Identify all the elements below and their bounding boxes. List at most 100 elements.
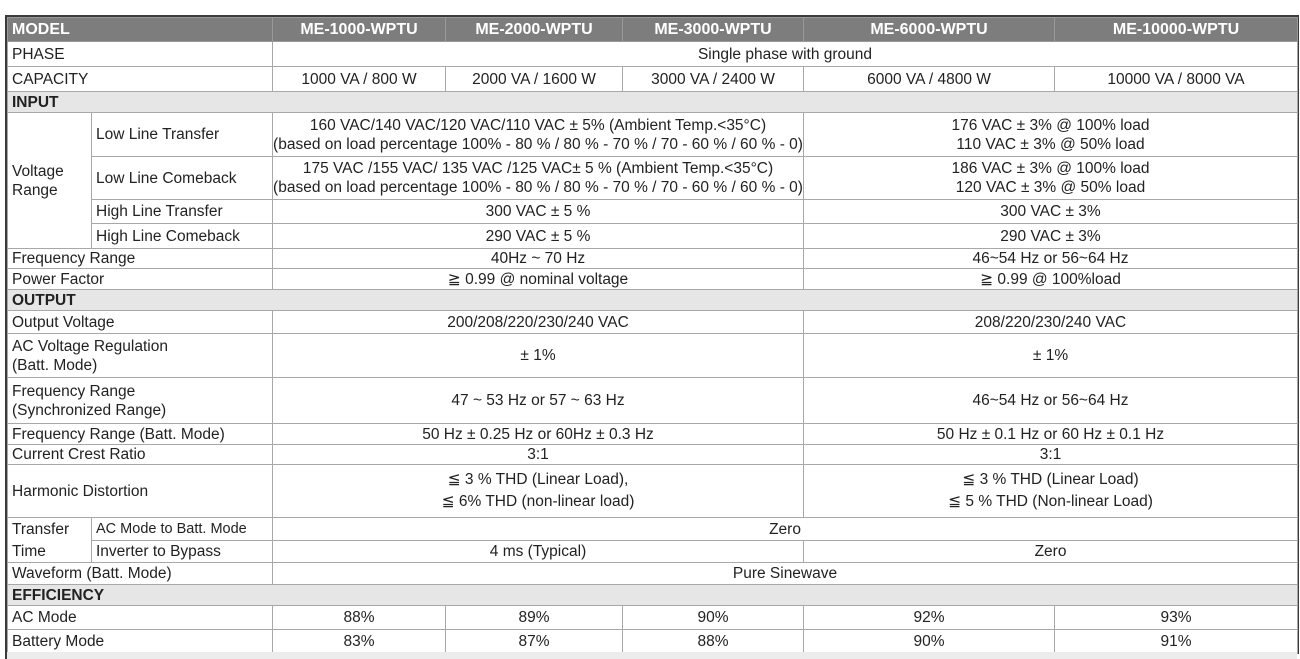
high-line-comeback-a: 290 VAC ± 5 % (272, 223, 804, 249)
high-line-comeback-b: 290 VAC ± 3% (803, 223, 1298, 249)
text-line: (Batt. Mode) (12, 356, 98, 374)
ac-mode-value: 93% (1054, 605, 1298, 630)
output-voltage-b: 208/220/230/240 VAC (803, 310, 1298, 334)
ac-mode-label: AC Mode (7, 605, 273, 630)
inv-to-bypass-a: 4 ms (Typical) (272, 540, 804, 563)
transfer-time-label: Transfer (7, 517, 92, 541)
spec-table: MODEL ME-1000-WPTU ME-2000-WPTU ME-3000-… (7, 17, 1298, 654)
battery-mode-label: Battery Mode (7, 629, 273, 654)
phase-value: Single phase with ground (272, 41, 1298, 67)
waveform-value: Pure Sinewave (272, 562, 1298, 585)
harmonic-a: ≦ 3 % THD (Linear Load), ≦ 6% THD (non-li… (272, 464, 804, 518)
capacity-value: 2000 VA / 1600 W (445, 66, 623, 92)
inv-to-bypass-label: Inverter to Bypass (91, 540, 273, 563)
freq-batt-a: 50 Hz ± 0.25 Hz or 60Hz ± 0.3 Hz (272, 423, 804, 445)
transfer-inv-row: Time Inverter to Bypass 4 ms (Typical) Z… (7, 540, 1298, 563)
model-header: MODEL (7, 17, 273, 42)
power-factor-b: ≧ 0.99 @ 100%load (803, 268, 1298, 290)
high-line-transfer-row: High Line Transfer 300 VAC ± 5 % 300 VAC… (8, 199, 1298, 224)
freq-sync-a: 47 ~ 53 Hz or 57 ~ 63 Hz (272, 377, 804, 424)
capacity-value: 6000 VA / 4800 W (803, 66, 1055, 92)
harmonic-label: Harmonic Distortion (7, 464, 273, 518)
power-factor-a: ≧ 0.99 @ nominal voltage (272, 268, 804, 290)
low-line-comeback-a: 175 VAC /155 VAC/ 135 VAC /125 VAC± 5 % … (272, 156, 804, 200)
harmonic-row: Harmonic Distortion ≦ 3 % THD (Linear Lo… (7, 464, 1298, 518)
output-section-title: OUTPUT (7, 289, 1298, 311)
model-2000: ME-2000-WPTU (445, 17, 623, 42)
ac-mode-value: 90% (622, 605, 804, 630)
capacity-value: 3000 VA / 2400 W (622, 66, 804, 92)
input-frequency-b: 46~54 Hz or 56~64 Hz (803, 248, 1298, 269)
input-section: INPUT (7, 91, 1298, 113)
text-line: 176 VAC ± 3% @ 100% load (951, 116, 1150, 134)
text-line: 175 VAC /155 VAC/ 135 VAC /125 VAC± 5 % … (302, 160, 774, 177)
ac-regulation-label: AC Voltage Regulation (Batt. Mode) (7, 333, 273, 378)
capacity-label: CAPACITY (7, 66, 273, 92)
ac-regulation-row: AC Voltage Regulation (Batt. Mode) ± 1% ±… (7, 333, 1298, 378)
text-line: ≦ 5 % THD (Non-linear Load) (948, 493, 1153, 510)
text-line: 110 VAC ± 3% @ 50% load (956, 135, 1145, 153)
crest-ratio-label: Current Crest Ratio (7, 444, 273, 465)
capacity-value: 10000 VA / 8000 VA (1054, 66, 1298, 92)
battery-mode-value: 83% (272, 629, 446, 654)
output-voltage-a: 200/208/220/230/240 VAC (272, 310, 804, 334)
efficiency-section-title: EFFICIENCY (7, 584, 1298, 606)
ac-mode-row: AC Mode 88% 89% 90% 92% 93% (7, 605, 1298, 630)
text-line: 186 VAC ± 3% @ 100% load (951, 160, 1150, 177)
output-section: OUTPUT (7, 289, 1298, 311)
text-line: 160 VAC/140 VAC/120 VAC/110 VAC ± 5% (Am… (309, 116, 767, 134)
harmonic-b: ≦ 3 % THD (Linear Load) ≦ 5 % THD (Non-li… (803, 464, 1298, 518)
high-line-transfer-a: 300 VAC ± 5 % (272, 199, 804, 224)
waveform-row: Waveform (Batt. Mode) Pure Sinewave (7, 562, 1298, 585)
ac-mode-value: 92% (803, 605, 1055, 630)
crest-ratio-a: 3:1 (272, 444, 804, 465)
high-line-comeback-row: High Line Comeback 290 VAC ± 5 % 290 VAC… (8, 223, 1298, 249)
voltage-range-line: Range (12, 181, 58, 199)
freq-sync-label: Frequency Range (Synchronized Range) (7, 377, 273, 424)
efficiency-section: EFFICIENCY (7, 584, 1298, 606)
text-line: Frequency Range (12, 382, 136, 400)
low-line-comeback-row: Low Line Comeback 175 VAC /155 VAC/ 135 … (8, 156, 1298, 200)
input-frequency-label: Frequency Range (7, 248, 273, 269)
freq-batt-label: Frequency Range (Batt. Mode) (7, 423, 273, 445)
model-6000: ME-6000-WPTU (803, 17, 1055, 42)
freq-batt-row: Frequency Range (Batt. Mode) 50 Hz ± 0.2… (7, 423, 1298, 445)
output-voltage-label: Output Voltage (7, 310, 273, 334)
ac-regulation-a: ± 1% (272, 333, 804, 378)
battery-mode-value: 90% (803, 629, 1055, 654)
freq-batt-b: 50 Hz ± 0.1 Hz or 60 Hz ± 0.1 Hz (803, 423, 1298, 445)
output-voltage-row: Output Voltage 200/208/220/230/240 VAC 2… (7, 310, 1298, 334)
table-continuation-strip (5, 652, 1297, 659)
ac-to-batt-label: AC Mode to Batt. Mode (91, 517, 273, 541)
voltage-range-line: Voltage (12, 162, 64, 180)
high-line-transfer-b: 300 VAC ± 3% (803, 199, 1298, 224)
battery-mode-value: 87% (445, 629, 623, 654)
high-line-comeback-label: High Line Comeback (91, 223, 273, 249)
input-frequency-row: Frequency Range 40Hz ~ 70 Hz 46~54 Hz or… (7, 248, 1298, 269)
low-line-comeback-label: Low Line Comeback (91, 156, 273, 200)
crest-ratio-row: Current Crest Ratio 3:1 3:1 (7, 444, 1298, 465)
text-line: AC Voltage Regulation (12, 337, 168, 355)
text-line: (based on load percentage 100% - 80 % / … (273, 179, 803, 196)
low-line-transfer-b: 176 VAC ± 3% @ 100% load 110 VAC ± 3% @ 5… (803, 112, 1298, 157)
battery-mode-value: 91% (1054, 629, 1298, 654)
text-line: (Synchronized Range) (12, 401, 167, 419)
ac-mode-value: 89% (445, 605, 623, 630)
capacity-value: 1000 VA / 800 W (272, 66, 446, 92)
phase-row: PHASE Single phase with ground (7, 41, 1298, 67)
input-section-title: INPUT (7, 91, 1298, 113)
low-line-transfer-row: Voltage Range Low Line Transfer 160 VAC/1… (7, 112, 1298, 249)
inv-to-bypass-b: Zero (803, 540, 1298, 563)
model-3000: ME-3000-WPTU (622, 17, 804, 42)
transfer-ac-row: Transfer AC Mode to Batt. Mode Zero (7, 517, 1298, 541)
text-line: (based on load percentage 100% - 80 % / … (273, 135, 803, 153)
model-10000: ME-10000-WPTU (1054, 17, 1298, 42)
freq-sync-b: 46~54 Hz or 56~64 Hz (803, 377, 1298, 424)
ac-regulation-b: ± 1% (803, 333, 1298, 378)
freq-sync-row: Frequency Range (Synchronized Range) 47 ~… (7, 377, 1298, 424)
capacity-row: CAPACITY 1000 VA / 800 W 2000 VA / 1600 … (7, 66, 1298, 92)
power-factor-row: Power Factor ≧ 0.99 @ nominal voltage ≧ … (7, 268, 1298, 290)
spec-table-container: MODEL ME-1000-WPTU ME-2000-WPTU ME-3000-… (5, 15, 1299, 654)
text-line: ≦ 6% THD (non-linear load) (441, 493, 635, 510)
low-line-transfer-label: Low Line Transfer (91, 112, 273, 157)
